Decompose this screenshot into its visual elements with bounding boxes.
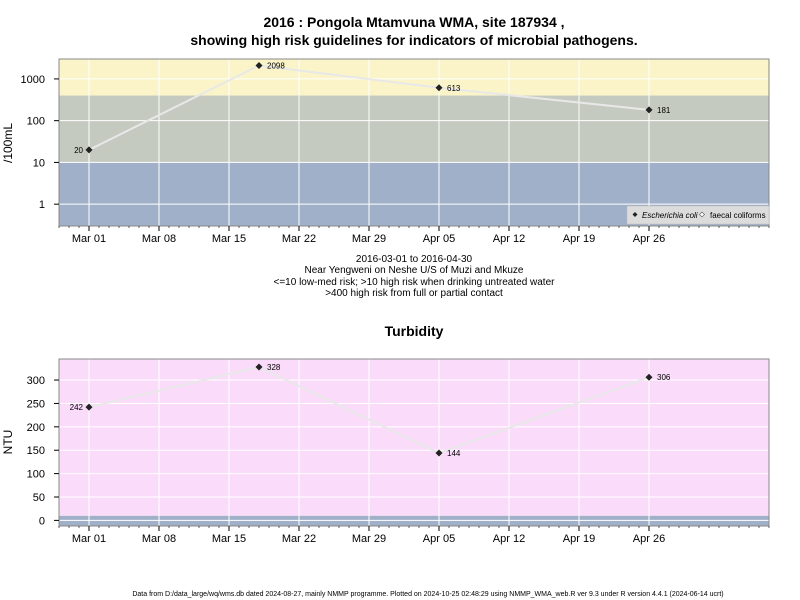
data-point: [435, 84, 443, 92]
x-tick-label: Mar 08: [142, 233, 176, 245]
y-tick-label: 50: [33, 492, 45, 504]
data-label: 242: [70, 403, 84, 412]
x-tick-label: Mar 29: [352, 533, 386, 545]
x-tick-label: Mar 22: [282, 533, 316, 545]
y-tick-label: 150: [27, 445, 45, 457]
y-axis-label-microbial: /100mL: [1, 123, 15, 163]
risk-band-1: [59, 359, 769, 516]
plot-frame: [58, 58, 770, 227]
series-line: [88, 365, 650, 455]
y-tick-label: 100: [27, 116, 45, 128]
data-point: [435, 449, 443, 457]
series-line: [88, 64, 650, 151]
risk-note-2: >400 high risk from full or partial cont…: [325, 288, 503, 299]
turbidity-title: Turbidity: [385, 323, 444, 339]
chart-title-line2: showing high risk guidelines for indicat…: [190, 32, 637, 48]
legend-marker-ecoli: [632, 212, 638, 217]
data-label: 306: [657, 373, 671, 382]
legend-box: [626, 205, 770, 225]
turbidity-panel: Mar 01 Mar 08 Mar 15 Mar 22 Mar 29 Apr 05 Apr …: [27, 358, 770, 545]
data-label: 613: [447, 84, 461, 93]
y-axis-label-turbidity: NTU: [1, 430, 15, 455]
microbial-panel: Mar 01 Mar 08 Mar 15 Mar 22 Mar 29 Apr 05 Apr …: [21, 58, 770, 245]
legend-entry-faecal: faecal coliforms: [710, 211, 766, 220]
data-label: 181: [657, 106, 671, 115]
data-point: [255, 363, 263, 371]
legend-entry-ecoli: Escherichia coli: [642, 211, 698, 220]
x-tick-label: Apr 12: [493, 533, 525, 545]
y-tick-label: 1000: [21, 74, 45, 86]
risk-band-2: [59, 59, 769, 96]
data-label: 2098: [267, 61, 285, 70]
x-tick-label: Apr 19: [563, 233, 595, 245]
data-label: 144: [447, 449, 461, 458]
x-tick-label: Apr 26: [633, 533, 665, 545]
data-point: [645, 373, 653, 381]
x-tick-label: Mar 01: [72, 533, 106, 545]
data-label: 328: [267, 363, 281, 372]
legend-marker-faecal: [699, 211, 705, 218]
data-point: [85, 403, 93, 411]
y-tick-label: 10: [33, 157, 45, 169]
site-description-note: Near Yengweni on Neshe U/S of Muzi and M…: [304, 265, 523, 276]
x-tick-label: Mar 15: [212, 233, 246, 245]
data-label: 20: [74, 146, 83, 155]
y-tick-label: 1: [39, 199, 45, 211]
y-tick-label: 250: [27, 398, 45, 410]
data-point: [85, 146, 93, 154]
y-tick-label: 0: [39, 515, 45, 527]
x-tick-label: Mar 22: [282, 233, 316, 245]
y-tick-label: 200: [27, 422, 45, 434]
x-tick-label: Apr 05: [423, 533, 455, 545]
x-tick-label: Apr 05: [423, 233, 455, 245]
footer-note: Data from D:/data_large/wq/wms.db dated …: [132, 591, 723, 598]
x-tick-label: Mar 01: [72, 233, 106, 245]
x-tick-label: Mar 29: [352, 233, 386, 245]
y-tick-label: 100: [27, 469, 45, 481]
data-point: [255, 61, 263, 69]
date-range-note: 2016-03-01 to 2016-04-30: [356, 254, 473, 265]
chart-title-line1: 2016 : Pongola Mtamvuna WMA, site 187934…: [263, 14, 564, 30]
risk-note-1: <=10 low-med risk; >10 high risk when dr…: [274, 277, 556, 288]
x-tick-label: Apr 12: [493, 233, 525, 245]
x-tick-label: Mar 08: [142, 533, 176, 545]
x-tick-label: Apr 26: [633, 233, 665, 245]
plot-frame: [58, 358, 770, 527]
x-tick-label: Mar 15: [212, 533, 246, 545]
data-point: [645, 106, 653, 114]
x-tick-label: Apr 19: [563, 533, 595, 545]
y-tick-label: 300: [27, 375, 45, 387]
